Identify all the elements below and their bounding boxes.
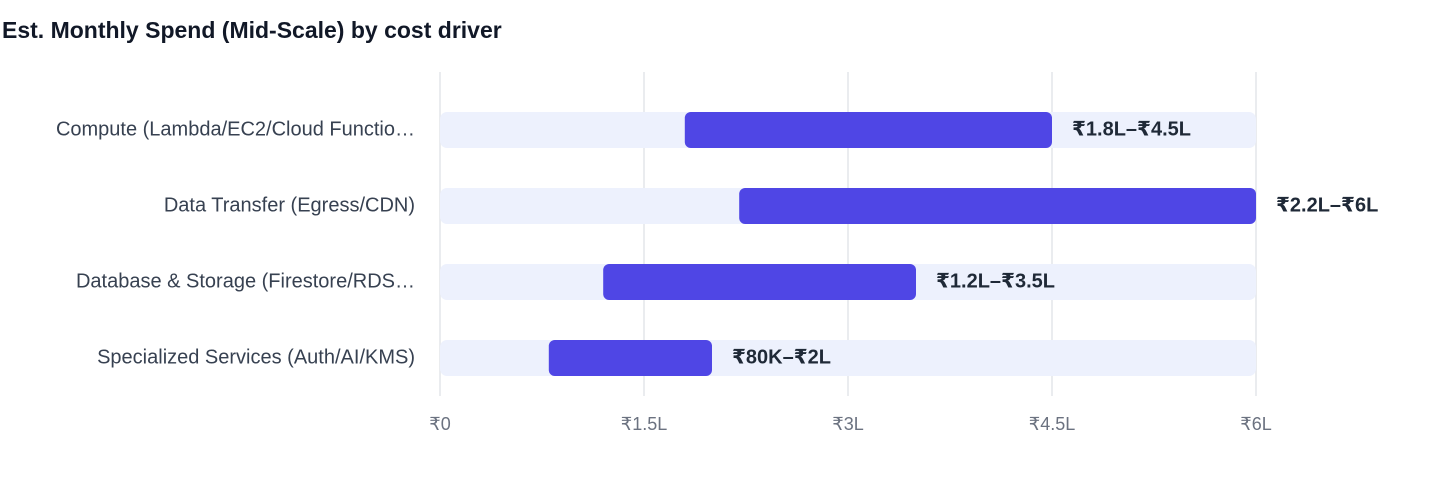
x-tick-label: ₹1.5L <box>621 414 668 434</box>
range-bar <box>603 264 916 300</box>
category-label: Data Transfer (Egress/CDN) <box>164 194 415 216</box>
value-label: ₹1.8L–₹4.5L <box>1072 118 1191 140</box>
chart-title: Est. Monthly Spend (Mid-Scale) by cost d… <box>2 17 502 43</box>
range-bar <box>739 188 1256 224</box>
value-label: ₹2.2L–₹6L <box>1276 194 1378 216</box>
category-label: Specialized Services (Auth/AI/KMS) <box>97 346 415 368</box>
x-tick-label: ₹0 <box>429 414 450 434</box>
x-tick-label: ₹6L <box>1240 414 1271 434</box>
x-tick-label: ₹4.5L <box>1029 414 1076 434</box>
value-label: ₹1.2L–₹3.5L <box>936 270 1055 292</box>
x-tick-label: ₹3L <box>832 414 863 434</box>
range-bar <box>548 340 712 376</box>
value-label: ₹80K–₹2L <box>732 346 831 368</box>
category-label: Compute (Lambda/EC2/Cloud Functio… <box>56 118 415 140</box>
category-label: Database & Storage (Firestore/RDS… <box>76 270 415 292</box>
range-bar <box>684 112 1052 148</box>
